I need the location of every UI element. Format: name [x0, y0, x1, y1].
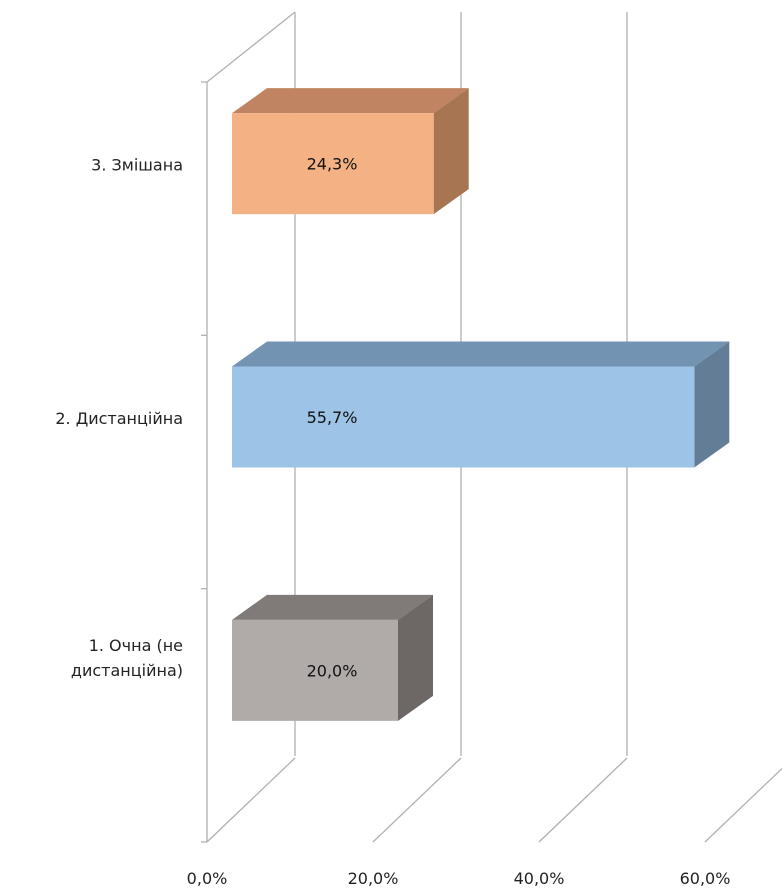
data-label: 55,7%	[307, 408, 358, 427]
bar-top-face	[232, 594, 433, 620]
gridline-floor	[372, 757, 462, 843]
data-label: 24,3%	[307, 155, 358, 174]
category-label-line: 1. Очна (не	[89, 636, 183, 655]
category-label-line: дистанційна)	[71, 661, 183, 680]
bars: 20,0% 55,7% 24,3%	[232, 88, 730, 721]
data-label: 20,0%	[307, 661, 358, 680]
x-tick-label: 20,0%	[348, 869, 399, 888]
gridline-floor	[206, 757, 296, 843]
bar-top-face	[232, 88, 469, 114]
category-label-line: 2. Дистанційна	[55, 409, 183, 428]
x-tick-label: 0,0%	[187, 869, 228, 888]
side-wall-top-edge	[206, 11, 296, 83]
bar-side-face	[433, 88, 469, 215]
category-labels: 1. Очна (не дистанційна) 2. Дистанційна 3. …	[55, 156, 183, 680]
category-label-line: 3. Змішана	[91, 156, 183, 175]
bar	[232, 113, 434, 215]
bar	[232, 619, 398, 721]
category-label: 1. Очна (не дистанційна)	[71, 636, 183, 680]
bar-top-face	[232, 341, 730, 367]
x-tick-labels: 0,0% 20,0% 40,0% 60,0%	[187, 869, 731, 888]
x-tick-label: 60,0%	[680, 869, 731, 888]
bar	[232, 366, 695, 468]
bar-side-face	[694, 341, 730, 468]
gridline-floor	[704, 767, 782, 843]
gridline-floor	[538, 757, 628, 843]
category-label: 2. Дистанційна	[55, 409, 183, 428]
x-tick-label: 40,0%	[514, 869, 565, 888]
bar-side-face	[398, 594, 433, 721]
category-label: 3. Змішана	[91, 156, 183, 175]
